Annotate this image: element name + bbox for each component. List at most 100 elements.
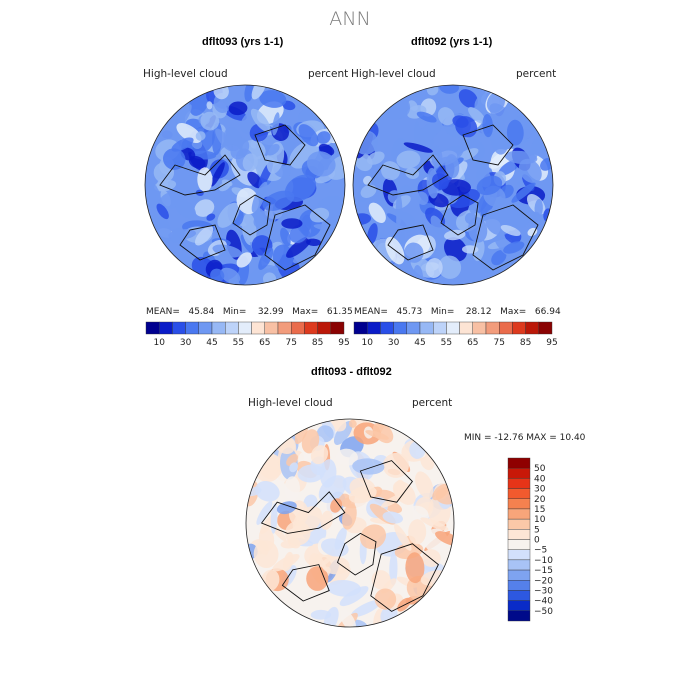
panel2-mean-label: MEAN=: [354, 307, 388, 317]
map-cell: [396, 150, 421, 169]
map-cell: [210, 162, 225, 187]
panel1-max: 61.35: [326, 307, 353, 317]
map-cell: [259, 90, 287, 108]
coastline: [179, 224, 226, 261]
map-cell: [443, 237, 468, 262]
colorbar-swatch: [264, 321, 279, 335]
map-cell: [511, 182, 536, 203]
map-cell: [365, 430, 389, 440]
map-cell: [298, 124, 319, 147]
map-cell: [200, 111, 220, 131]
map-cell: [253, 540, 279, 568]
map-cell: [310, 445, 329, 465]
panel1-mean: 45.84: [188, 307, 215, 317]
coastline: [387, 224, 434, 261]
map-cell: [319, 459, 337, 488]
colorbar-2: 10 30 45 55 65 75 85 95: [353, 321, 558, 348]
colorbar-swatch: [185, 321, 200, 335]
colorbar-tick-label: −40: [534, 597, 553, 607]
map-cell: [195, 131, 206, 141]
map-cell: [503, 241, 525, 254]
panel2-title: dflt092 (yrs 1-1): [411, 36, 493, 48]
colorbar-swatch: [433, 321, 447, 335]
map-cell: [212, 244, 242, 258]
map-cell: [367, 223, 378, 246]
colorbar-tick-label: 30: [534, 485, 546, 495]
map-cell: [306, 151, 336, 177]
colorbar-tick-label: 95: [338, 338, 349, 348]
map-cell: [242, 153, 258, 172]
map-cell: [176, 123, 202, 143]
panel2-mean: 45.73: [396, 307, 423, 317]
diff-stats: MIN = -12.76 MAX = 10.40: [464, 433, 586, 443]
colorbar-swatch: [419, 321, 434, 335]
colorbar-swatch: [158, 321, 173, 335]
map-cell: [321, 556, 350, 575]
colorbar-tick-label: 0: [534, 536, 540, 546]
colorbar-1: 10 30 45 55 65 75 85 95: [145, 321, 350, 348]
map-cell: [162, 148, 186, 170]
colorbar-swatch: [317, 321, 332, 335]
colorbar-swatch: [277, 321, 292, 335]
map-cell: [405, 552, 425, 584]
map-cell: [339, 586, 369, 607]
colorbar-swatch: [459, 321, 474, 335]
colorbar-swatch: [507, 498, 531, 510]
map-cell: [458, 89, 478, 109]
map-cell: [171, 137, 194, 152]
colorbar-tick-label: 75: [285, 338, 296, 348]
coastline: [232, 194, 271, 236]
map-2: [352, 84, 554, 286]
colorbar-tick-label: 40: [534, 474, 546, 484]
colorbar-swatch: [406, 321, 421, 335]
colorbar-swatch: [507, 488, 531, 499]
map-cell: [403, 142, 433, 153]
map-cell: [272, 112, 280, 136]
map-cell: [281, 218, 303, 229]
map-cell: [251, 85, 267, 100]
map-cell: [452, 115, 469, 128]
map-cell: [253, 210, 277, 229]
map-cell: [381, 492, 406, 508]
colorbar-tick-label: 45: [206, 338, 217, 348]
map-cell: [306, 566, 329, 591]
panel1-field-label: High-level cloud: [143, 68, 228, 80]
colorbar-tick-label: 30: [388, 338, 400, 348]
map-cell: [283, 551, 294, 572]
panel2-stats: MEAN= 45.73 Min= 28.12 Max= 66.94: [354, 307, 561, 317]
map-cell: [437, 107, 455, 126]
colorbar-swatch: [507, 508, 531, 520]
panel2-units: percent: [516, 68, 557, 80]
colorbar-swatch: [353, 321, 368, 335]
map-cell: [309, 207, 330, 223]
panel2-max: 66.94: [534, 307, 561, 317]
map-cell: [417, 123, 438, 145]
map-cell: [468, 217, 488, 243]
map-cell: [270, 503, 278, 534]
map-cell: [276, 501, 297, 515]
colorbar-swatch: [507, 529, 531, 540]
map-cell: [408, 100, 418, 111]
map-cell: [432, 483, 450, 501]
diff-title: dflt093 - dflt092: [311, 366, 392, 378]
coastline: [440, 194, 479, 236]
map-cell: [405, 167, 420, 180]
colorbar-swatch: [330, 321, 345, 335]
colorbar-tick-label: 75: [493, 338, 504, 348]
colorbar-swatch: [507, 569, 531, 581]
map-cell: [506, 119, 524, 146]
map-cell: [210, 268, 225, 283]
diff-field-label: High-level cloud: [248, 397, 333, 409]
colorbar-swatch: [211, 321, 226, 335]
panel1-title: dflt093 (yrs 1-1): [202, 36, 284, 48]
colorbar-tick-label: 15: [534, 505, 545, 515]
map-cell: [236, 252, 252, 268]
map-cell: [438, 255, 462, 279]
map-cell: [476, 175, 503, 196]
map-border-1: [144, 84, 346, 286]
colorbar-tick-label: −15: [534, 566, 553, 576]
map-cell: [444, 229, 466, 241]
map-cell: [284, 476, 301, 501]
panel1-min-label: Min=: [222, 307, 247, 317]
